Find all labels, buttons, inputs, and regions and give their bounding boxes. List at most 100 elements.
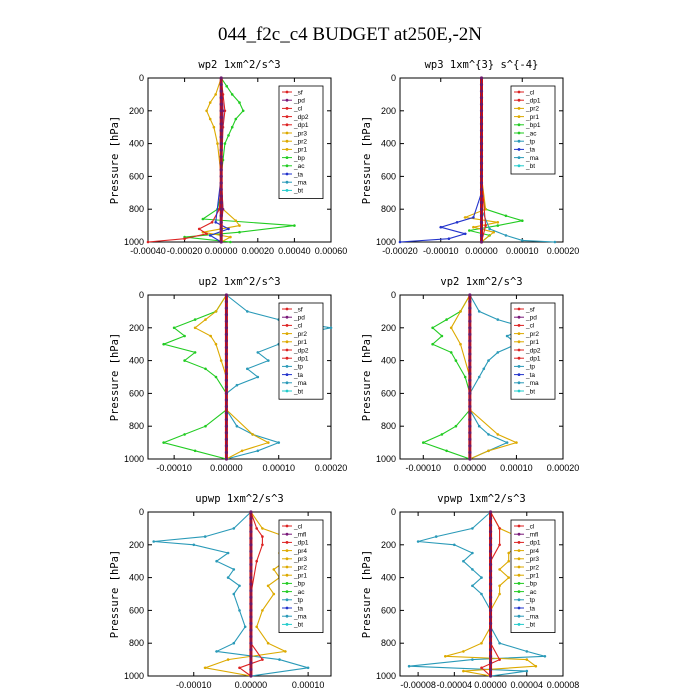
legend-marker (285, 524, 289, 528)
legend-label: _dp1 (293, 122, 309, 129)
data-point (487, 359, 490, 362)
data-point (488, 608, 493, 613)
data-point (219, 82, 223, 87)
data-point (214, 221, 217, 224)
legend-label: _ta (525, 372, 535, 379)
data-point (488, 569, 493, 573)
data-point (238, 224, 241, 227)
data-point (215, 650, 218, 653)
data-point (488, 536, 493, 540)
data-point (468, 319, 472, 323)
panels: wp2 1xm^2/s^3 Pressure [hPa] 0 200 400 600 800… (109, 59, 579, 690)
data-point (255, 527, 258, 530)
data-point (453, 543, 456, 547)
data-point (468, 326, 472, 330)
data-point (468, 293, 472, 297)
data-point (249, 582, 253, 586)
y-tick-label: 600 (381, 388, 396, 398)
x-tick-label: -0.00040 (130, 246, 166, 256)
legend-label: _pd (293, 98, 305, 105)
data-point (224, 457, 229, 461)
y-tick-label: 200 (129, 323, 144, 333)
y-tick-label: 0 (391, 290, 396, 300)
data-point (246, 367, 249, 371)
data-point (504, 234, 508, 237)
data-point (255, 625, 258, 629)
data-point (479, 135, 484, 139)
data-point (183, 359, 186, 362)
data-point (267, 359, 270, 362)
data-point (445, 318, 448, 321)
legend-marker (517, 307, 521, 311)
data-point (496, 351, 500, 354)
data-point (224, 313, 229, 317)
y-tick-label: 1000 (124, 454, 144, 464)
data-point (226, 551, 230, 555)
x-tick-label: 0.00000 (235, 680, 268, 690)
legend-label: _bt (525, 163, 535, 170)
data-point (468, 391, 472, 395)
series-pr2 (193, 293, 270, 461)
legend-label: _pr3 (525, 556, 539, 563)
data-point (146, 240, 150, 244)
data-point (278, 658, 281, 661)
data-point (487, 449, 490, 453)
legend-label: _dp2 (525, 347, 541, 354)
data-point (498, 658, 501, 661)
data-point (224, 332, 229, 336)
data-point (230, 93, 234, 96)
data-point (534, 664, 538, 668)
y-tick-label: 800 (129, 421, 144, 431)
data-point (209, 334, 212, 338)
legend-marker (285, 614, 289, 618)
data-point (479, 122, 484, 126)
data-point (192, 543, 196, 547)
data-point (455, 221, 459, 224)
legend: _cl _mfl_dp1_pr4_pr3_pr2 _pr1_bp_ac_tp_ta _… (278, 519, 324, 633)
legend-marker (285, 373, 289, 376)
legend-label: _cl (293, 523, 303, 530)
data-point (224, 404, 229, 409)
data-point (266, 584, 270, 588)
data-point (234, 117, 238, 121)
data-point (238, 609, 241, 612)
data-point (219, 187, 223, 192)
data-point (479, 142, 484, 146)
series-tp (152, 510, 310, 678)
data-point (498, 592, 501, 596)
data-point (193, 449, 197, 453)
legend-marker (285, 541, 289, 544)
panel-title: vp2 1xm^2/s^3 (440, 276, 522, 288)
series-line (184, 77, 295, 243)
data-point (197, 227, 201, 231)
data-point (219, 128, 223, 133)
data-point (329, 326, 333, 330)
data-point (224, 385, 229, 389)
data-point (183, 433, 186, 436)
y-tick-label: 0 (391, 73, 396, 83)
x-tick-label: 0.00010 (262, 463, 295, 473)
y-tick-label: 600 (381, 171, 396, 181)
data-point (201, 217, 205, 221)
data-point (496, 433, 500, 436)
data-point (422, 441, 425, 444)
legend-label: _dp1 (293, 540, 309, 547)
data-point (249, 615, 253, 619)
data-point (488, 576, 493, 580)
data-point (472, 216, 475, 219)
y-tick-label: 0 (139, 73, 144, 83)
data-point (219, 148, 223, 152)
series-dp2 (161, 293, 228, 461)
data-point (293, 224, 296, 227)
data-point (471, 584, 474, 588)
data-point (462, 559, 465, 563)
legend-marker (517, 532, 521, 536)
legend-marker (285, 115, 289, 118)
data-point (479, 76, 484, 80)
data-point (488, 227, 491, 231)
data-point (224, 306, 229, 310)
legend-label: _bp (293, 155, 305, 162)
data-point (266, 641, 270, 645)
data-point (224, 444, 229, 448)
legend: _cl _mfl_dp1_pr4_pr3_pr2 _pr1_bp_ac_tp_ta _… (510, 519, 556, 633)
